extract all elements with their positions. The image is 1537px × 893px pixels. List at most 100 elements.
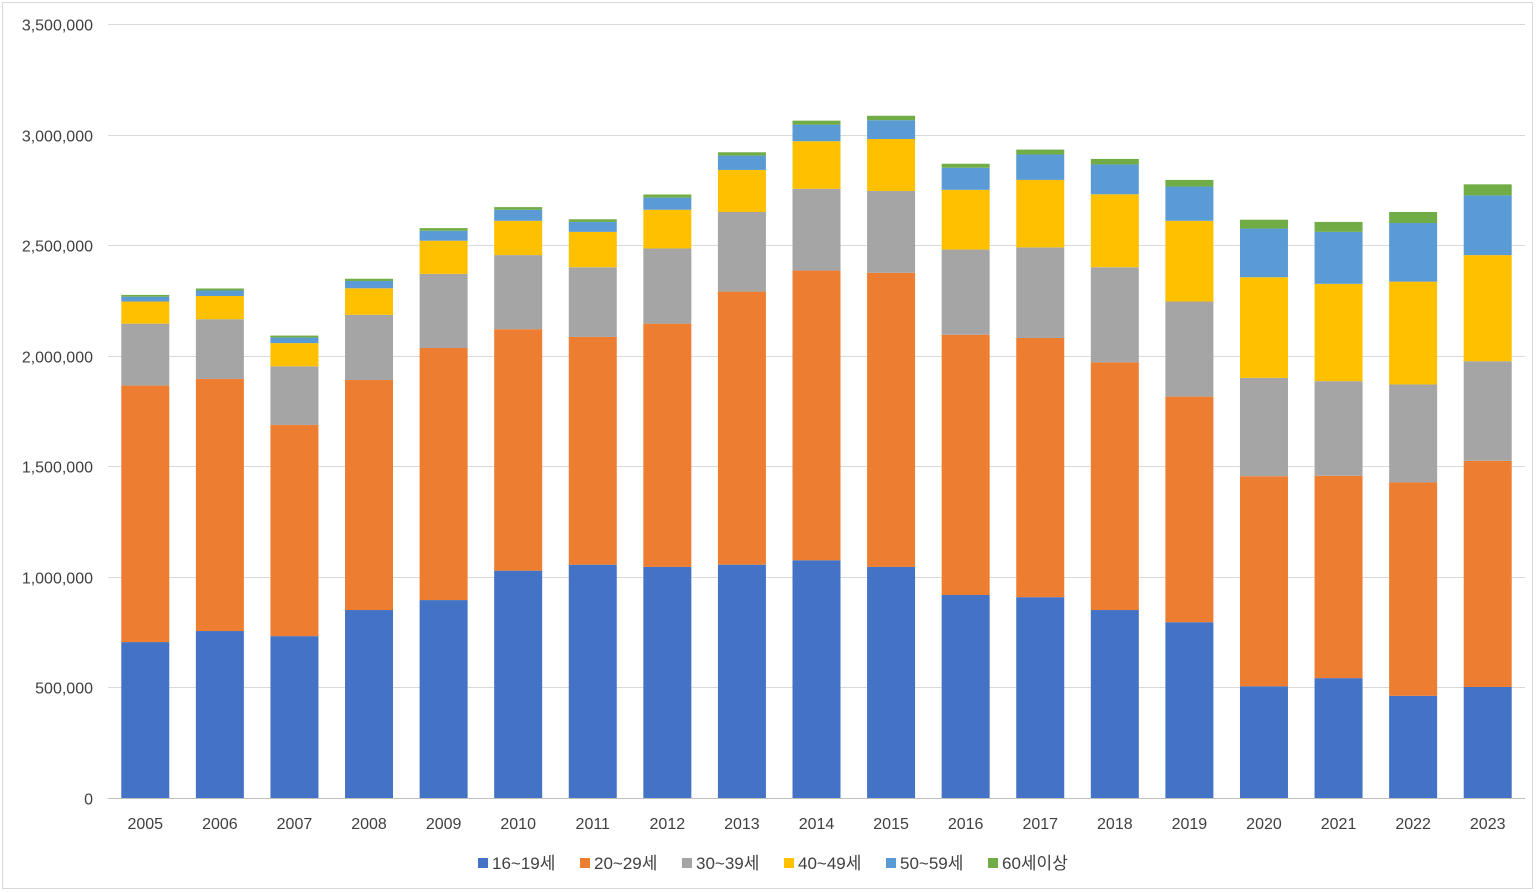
bar-segment	[494, 207, 543, 210]
bar-segment	[568, 564, 617, 798]
bar-stack-2005	[121, 294, 170, 798]
legend-label: 16~19세	[492, 854, 555, 873]
x-tick-label: 2018	[1097, 816, 1133, 833]
x-tick-label: 2005	[127, 816, 163, 833]
bar-stack-2011	[568, 219, 617, 798]
bar-segment	[1239, 219, 1288, 229]
legend-item: 30~39세	[682, 854, 759, 873]
legend-label: 60세이상	[1002, 854, 1068, 873]
bar-segment	[494, 329, 543, 571]
bar-segment	[270, 343, 319, 367]
bar-segment	[195, 319, 244, 379]
bar-segment	[1463, 255, 1512, 362]
bar-stack-2016	[941, 163, 990, 798]
bar-segment	[1239, 686, 1288, 798]
x-tick-label: 2013	[724, 816, 760, 833]
bar-segment	[494, 220, 543, 256]
y-tick-label: 500,000	[35, 681, 93, 698]
bar-segment	[419, 273, 468, 348]
x-tick-label: 2009	[426, 816, 462, 833]
bar-segment	[494, 209, 543, 221]
bar-segment	[1463, 460, 1512, 687]
bar-stack-2010	[494, 207, 543, 798]
bar-segment	[1389, 281, 1438, 385]
bar-stack-2008	[345, 278, 394, 798]
legend: 16~19세 20~29세 30~39세 40~49세 50~59세 60세이상	[478, 854, 1068, 873]
legend-swatch	[886, 858, 896, 868]
bar-segment	[1314, 475, 1363, 679]
axes: 0 500,000 1,000,000 1,500,000 2,000,000 2,500…	[22, 18, 1525, 833]
legend-item: 40~49세	[784, 854, 861, 873]
bar-segment	[1463, 686, 1512, 798]
bar-segment	[1389, 482, 1438, 696]
bar-segment	[1314, 678, 1363, 798]
y-tick-label: 3,000,000	[22, 129, 93, 146]
bar-segment	[1165, 179, 1214, 187]
bar-segment	[1239, 377, 1288, 477]
legend-label: 40~49세	[798, 854, 861, 873]
bar-segment	[270, 335, 319, 338]
y-tick-label: 0	[84, 792, 93, 809]
legend-swatch	[478, 858, 488, 868]
bar-segment	[1016, 154, 1065, 180]
bar-segment	[121, 323, 170, 386]
bar-segment	[1090, 610, 1139, 798]
x-tick-label: 2012	[650, 816, 686, 833]
bar-segment	[345, 610, 394, 798]
bar-segment	[792, 141, 841, 189]
bar-segment	[941, 334, 990, 595]
bar-segment	[643, 566, 692, 798]
bar-segment	[419, 240, 468, 274]
bar-stack-2022	[1389, 211, 1438, 798]
bar-segment	[1463, 195, 1512, 256]
bar-segment	[270, 337, 319, 344]
bar-segment	[1314, 283, 1363, 382]
bar-segment	[121, 385, 170, 643]
bar-segment	[568, 231, 617, 268]
bar-segment	[1165, 396, 1214, 623]
legend-label: 50~59세	[900, 854, 963, 873]
bar-segment	[419, 230, 468, 241]
x-tick-label: 2015	[873, 816, 909, 833]
bar-segment	[792, 124, 841, 142]
bar-stack-2009	[419, 228, 468, 798]
bar-segment	[345, 380, 394, 611]
bar-segment	[195, 288, 244, 291]
bar-segment	[270, 424, 319, 637]
bar-stack-2023	[1463, 184, 1512, 798]
x-tick-label: 2022	[1395, 816, 1431, 833]
bar-segment	[1016, 179, 1065, 248]
bar-segment	[1314, 221, 1363, 232]
bar-segment	[270, 366, 319, 425]
bar-segment	[717, 291, 766, 565]
bar-segment	[121, 296, 170, 302]
bar-segment	[717, 155, 766, 170]
x-tick-label: 2020	[1246, 816, 1282, 833]
bar-segment	[419, 600, 468, 798]
y-tick-label: 3,500,000	[22, 18, 93, 35]
bar-segment	[1090, 158, 1139, 165]
bar-segment	[717, 564, 766, 798]
bar-segment	[121, 642, 170, 798]
y-tick-label: 2,500,000	[22, 239, 93, 256]
bar-segment	[1090, 362, 1139, 611]
bar-stack-2021	[1314, 221, 1363, 798]
bar-segment	[941, 167, 990, 190]
bar-segment	[643, 197, 692, 210]
bar-segment	[792, 188, 841, 271]
bar-segment	[1463, 184, 1512, 196]
bar-segment	[1314, 381, 1363, 476]
bar-segment	[867, 120, 916, 139]
legend-label: 20~29세	[594, 854, 657, 873]
bar-segment	[345, 288, 394, 315]
bar-segment	[568, 219, 617, 222]
bar-segment	[121, 294, 170, 297]
x-tick-label: 2014	[799, 816, 835, 833]
bar-stack-2018	[1090, 158, 1139, 798]
bar-segment	[1463, 361, 1512, 461]
bar-segment	[1389, 384, 1438, 483]
bar-segment	[717, 211, 766, 292]
bar-segment	[941, 189, 990, 250]
bar-segment	[1090, 164, 1139, 195]
x-tick-label: 2017	[1022, 816, 1058, 833]
